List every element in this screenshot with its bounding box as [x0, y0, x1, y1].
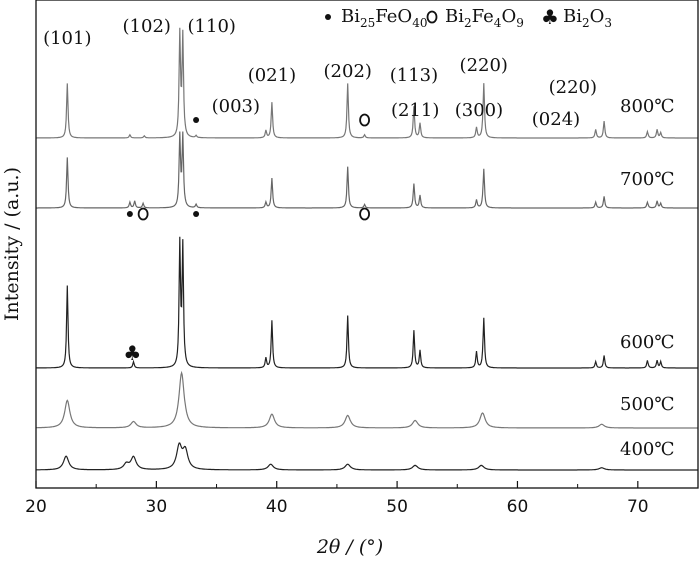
peak-annotation: (300) [455, 100, 503, 121]
peak-annotation: (113) [390, 65, 438, 86]
series-label-500: 500℃ [620, 394, 675, 415]
peak-annotation: (003) [212, 96, 260, 117]
x-tick-label: 70 [627, 497, 649, 517]
peak-annotation: (110) [188, 16, 236, 37]
x-tick-label: 40 [266, 497, 288, 517]
phase-marker-bi25feo40 [193, 211, 200, 217]
trace-500 [36, 370, 698, 429]
phase-marker-bi25feo40 [126, 211, 133, 217]
series-labels: 800℃ 700℃ 600℃ 500℃ 400℃ [620, 96, 675, 460]
phase-marker-bi2fe4o9 [359, 207, 370, 221]
series-label-700: 700℃ [620, 169, 675, 190]
phase-marker-bi25feo40 [193, 117, 200, 123]
trace-700 [36, 131, 698, 209]
pattern-traces [36, 27, 698, 471]
x-tick-label: 60 [507, 497, 529, 517]
peak-annotation: (102) [123, 16, 171, 37]
legend-symbol-circle [426, 10, 438, 24]
peak-annotation: (021) [248, 65, 296, 86]
x-axis-label: 2θ / (°) [316, 536, 383, 558]
x-axis: 20 30 40 50 60 70 [25, 481, 649, 517]
trace-800 [36, 27, 698, 139]
series-label-400: 400℃ [620, 439, 675, 460]
legend: Bi25FeO40 Bi2Fe4O9 ♣ Bi2O3 [325, 5, 612, 30]
plot-frame [35, 0, 699, 489]
phase-marker-bi2o3: ♣ [123, 341, 141, 365]
peak-annotations: (101) (102) (110) (003) (021) (202) (113) (211)… [43, 16, 597, 130]
phase-marker-bi2fe4o9 [359, 113, 370, 127]
peak-annotation: (211) [391, 100, 439, 121]
x-tick-label: 30 [146, 497, 168, 517]
series-label-800: 800℃ [620, 96, 675, 117]
peak-annotation: (220) [549, 77, 597, 98]
trace-400 [36, 442, 698, 471]
phase-marker-bi2fe4o9 [137, 207, 149, 221]
series-label-600: 600℃ [620, 332, 675, 353]
peak-annotation: (220) [460, 55, 508, 76]
peak-annotation: (024) [532, 109, 580, 130]
y-axis-label: Intensity / (a.u.) [1, 167, 23, 321]
x-tick-label: 20 [25, 497, 47, 517]
x-tick-label: 50 [386, 497, 408, 517]
legend-label-bi2fe4o9: Bi2Fe4O9 [445, 6, 524, 30]
legend-label-bi25feo40: Bi25FeO40 [341, 6, 427, 30]
legend-symbol-dot [325, 14, 331, 20]
trace-600 [36, 236, 698, 369]
phase-markers: ♣ [123, 113, 370, 365]
peak-annotation: (202) [324, 61, 372, 82]
legend-label-bi2o3: Bi2O3 [563, 6, 612, 30]
peak-annotation: (101) [43, 28, 91, 49]
legend-symbol-club: ♣ [541, 5, 559, 29]
